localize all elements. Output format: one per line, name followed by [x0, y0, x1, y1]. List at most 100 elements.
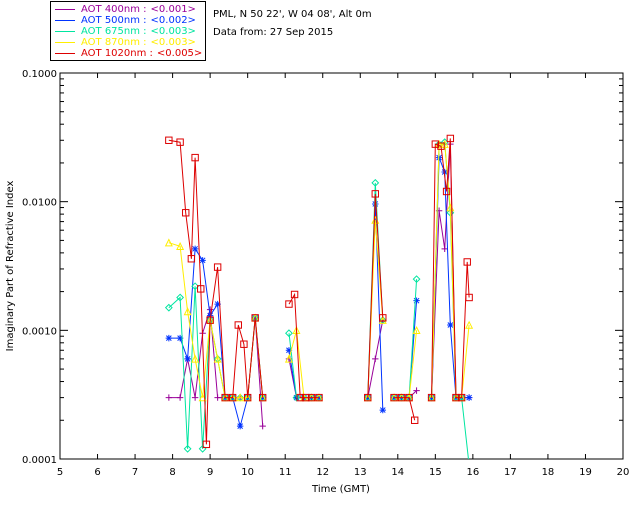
data-point	[440, 139, 449, 148]
data-point	[187, 255, 196, 263]
data-point	[164, 238, 173, 247]
series-line	[431, 138, 470, 399]
legend-value: <0.002>	[150, 15, 196, 26]
data-point	[240, 340, 248, 348]
data-point	[191, 245, 199, 253]
data-point	[214, 300, 221, 308]
data-point	[206, 306, 214, 313]
series-line	[394, 279, 418, 399]
data-point	[176, 241, 185, 250]
x-tick-label: 9	[207, 467, 213, 478]
data-point	[302, 393, 310, 402]
data-point	[176, 293, 185, 302]
data-point	[182, 209, 190, 217]
x-tick-label: 16	[466, 467, 479, 478]
y-tick-label: 0.0100	[22, 198, 57, 209]
data-point	[176, 138, 184, 146]
data-point	[364, 394, 371, 401]
data-point	[412, 275, 421, 284]
legend-item: AOT 500nm : <0.002>	[55, 15, 205, 26]
data-point	[213, 354, 222, 363]
x-tick-label: 10	[241, 467, 254, 478]
series-line	[288, 330, 319, 399]
legend-label: AOT 870nm :	[81, 37, 147, 48]
data-point	[197, 285, 205, 293]
data-point	[315, 393, 323, 402]
data-point	[214, 394, 221, 401]
legend-swatch	[55, 42, 75, 43]
data-point	[437, 142, 445, 150]
data-point	[259, 394, 266, 401]
data-point	[412, 326, 421, 335]
legend-swatch	[55, 31, 75, 32]
data-point	[191, 354, 200, 363]
legend-item: AOT 1020nm : <0.005>	[55, 48, 205, 59]
data-point	[285, 329, 293, 338]
data-point	[371, 190, 379, 198]
data-point	[191, 153, 199, 162]
x-tick-label: 18	[542, 467, 555, 478]
data-point	[259, 422, 266, 430]
y-axis-label: Imaginary Part of Refractive Index	[5, 181, 16, 352]
x-tick-label: 11	[279, 467, 292, 478]
data-point	[292, 393, 301, 402]
data-point	[199, 257, 206, 264]
data-point	[413, 387, 420, 394]
x-tick-label: 17	[504, 467, 517, 478]
y-tick-label: 0.1000	[22, 69, 57, 80]
data-point	[165, 136, 173, 144]
data-point	[379, 314, 387, 322]
data-point	[164, 303, 173, 312]
data-point	[284, 354, 293, 363]
series-line	[394, 300, 418, 399]
series-diamond	[164, 138, 469, 459]
data-point	[465, 394, 473, 401]
data-point	[236, 393, 245, 402]
legend-value: <0.005>	[156, 48, 203, 59]
data-point	[364, 393, 372, 402]
series-group	[164, 134, 474, 459]
data-point	[397, 393, 406, 402]
date-label: Data from: 27 Sep 2015	[213, 27, 334, 38]
data-point	[296, 393, 304, 402]
series-+	[165, 140, 473, 430]
series-line	[367, 203, 384, 411]
data-point	[447, 321, 454, 329]
x-tick-label: 19	[579, 467, 592, 478]
data-point	[431, 140, 440, 148]
series-line	[168, 286, 264, 449]
data-point	[228, 393, 237, 402]
data-point	[165, 334, 173, 342]
data-point	[202, 440, 211, 449]
data-point	[427, 393, 436, 402]
plot-frame	[59, 72, 624, 460]
data-point	[176, 334, 184, 342]
data-point	[465, 293, 473, 302]
data-point	[184, 355, 191, 363]
data-point	[371, 178, 380, 187]
legend-swatch	[55, 53, 75, 54]
x-tick-label: 6	[94, 467, 100, 478]
data-point	[307, 393, 316, 402]
data-point	[378, 315, 387, 324]
data-point	[176, 394, 184, 401]
legend-swatch	[55, 9, 75, 10]
data-point	[236, 422, 244, 430]
site-label: PML, N 50 22', W 04 08', Alt 0m	[213, 9, 372, 20]
data-point	[452, 393, 460, 402]
x-tick-label: 12	[316, 467, 329, 478]
data-point	[457, 393, 466, 402]
x-tick-label: 13	[354, 467, 367, 478]
data-point	[390, 393, 398, 402]
series-line	[367, 219, 384, 398]
legend-item: AOT 675nm : <0.003>	[55, 26, 205, 37]
data-point	[251, 314, 259, 322]
data-point	[221, 393, 229, 402]
data-point	[165, 394, 173, 401]
data-point	[379, 406, 386, 414]
y-axis: 0.0001 0.0010 0.0100 0.1000	[22, 69, 623, 466]
x-axis: 5 6 7 8 9 10 11 12 13 14 15 16 17 18 19 20	[57, 73, 629, 478]
legend-item: AOT 870nm : <0.003>	[55, 37, 205, 48]
x-axis-label: Time (GMT)	[311, 484, 370, 495]
data-point	[428, 394, 435, 401]
